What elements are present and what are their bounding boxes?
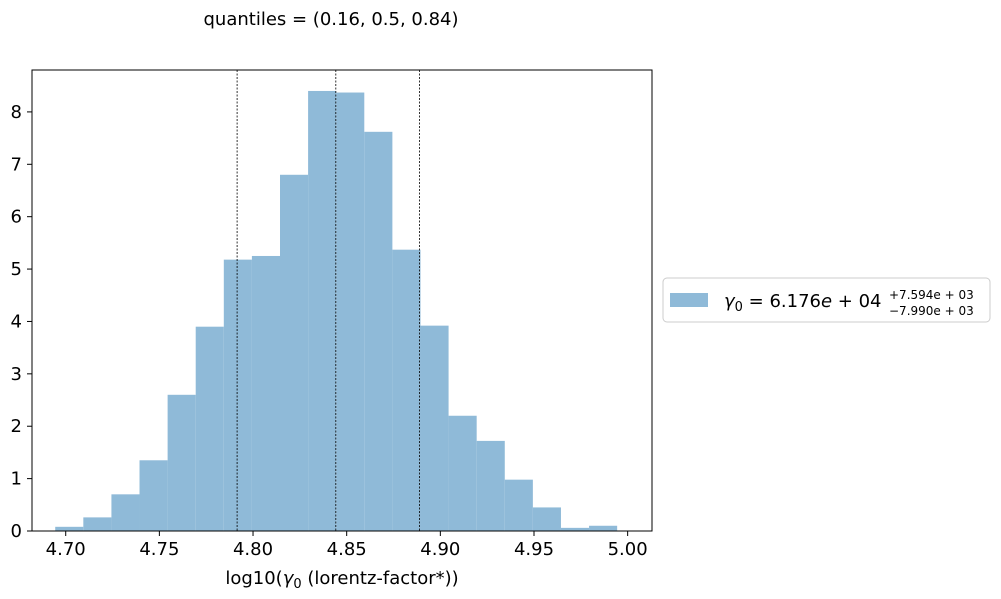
- histogram-bar: [336, 92, 365, 532]
- legend-swatch: [670, 293, 708, 307]
- histogram-bar: [251, 255, 280, 531]
- histogram-bar: [448, 415, 477, 531]
- y-tick-label: 3: [11, 364, 22, 385]
- histogram-bar: [223, 259, 252, 531]
- x-tick-label: 4.80: [233, 539, 273, 560]
- legend-lower-error: −7.990e + 03: [889, 304, 974, 318]
- y-tick-label: 1: [11, 469, 22, 490]
- chart-title: quantiles = (0.16, 0.5, 0.84): [203, 9, 458, 30]
- histogram-bar: [589, 525, 618, 531]
- y-tick-label: 8: [11, 102, 22, 123]
- legend: γ0 = 6.176e + 04 +7.594e + 03 −7.990e + …: [662, 277, 991, 323]
- x-tick-label: 5.00: [608, 539, 648, 560]
- x-tick-label: 4.95: [514, 539, 554, 560]
- legend-upper-error: +7.594e + 03: [889, 288, 974, 302]
- legend-label: γ0 = 6.176e + 04: [724, 291, 882, 315]
- histogram-bar: [280, 174, 309, 532]
- x-axis-label: log10(γ0 (lorentz-factor*)): [225, 568, 458, 592]
- y-tick-label: 7: [11, 154, 22, 175]
- histogram-bar: [111, 494, 140, 531]
- histogram-bar: [83, 517, 112, 531]
- histogram-bar: [167, 394, 196, 531]
- histogram-bar: [392, 249, 421, 531]
- y-axis-ticks: 0 1 2 3 4 5 6 7 8: [11, 102, 32, 542]
- histogram-bar: [308, 90, 337, 532]
- x-tick-label: 4.85: [327, 539, 367, 560]
- x-tick-label: 4.75: [139, 539, 179, 560]
- histogram-bar: [139, 460, 168, 531]
- histogram-bar: [476, 440, 505, 531]
- histogram-bar: [195, 326, 224, 531]
- legend-box: [662, 277, 991, 323]
- y-tick-label: 0: [11, 521, 22, 542]
- x-tick-label: 4.90: [420, 539, 460, 560]
- histogram-bar: [55, 526, 84, 531]
- x-tick-label: 4.70: [46, 539, 86, 560]
- histogram-bar: [364, 131, 393, 531]
- y-tick-label: 5: [11, 259, 22, 280]
- x-axis-ticks: 4.70 4.75 4.80 4.85 4.90 4.95 5.00: [46, 531, 648, 560]
- histogram-bar: [560, 527, 590, 531]
- y-tick-label: 6: [11, 207, 22, 228]
- histogram-bars: [55, 90, 618, 532]
- plot-frame: [31, 69, 653, 532]
- histogram-bar: [420, 325, 449, 531]
- y-tick-label: 4: [11, 311, 22, 332]
- y-tick-label: 2: [11, 416, 22, 437]
- histogram-bar: [532, 507, 561, 531]
- histogram-bar: [504, 479, 533, 531]
